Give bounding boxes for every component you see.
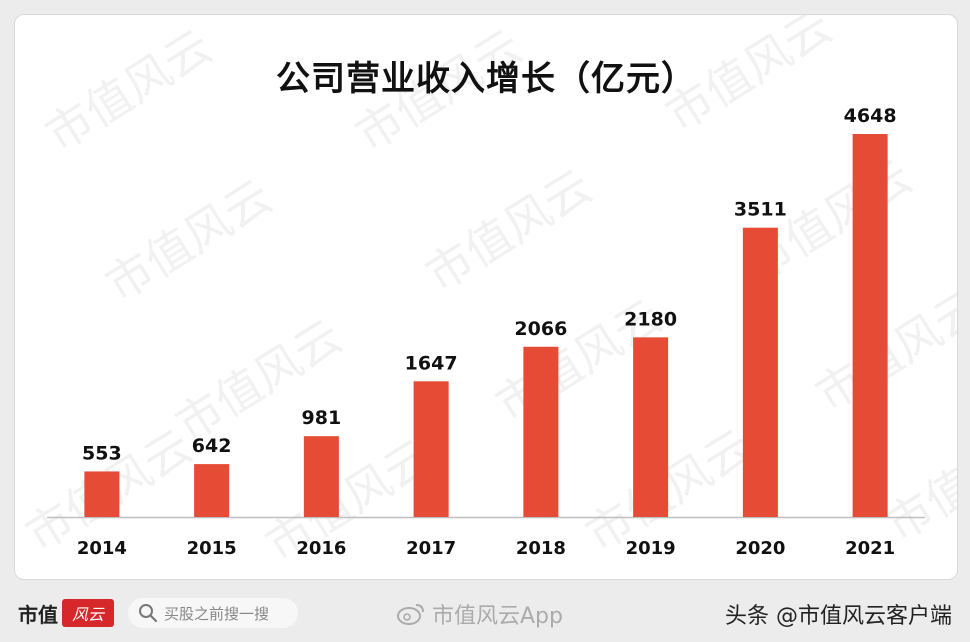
source-credit: 头条 @市值风云客户端: [725, 604, 952, 629]
data-label-2014: 553: [82, 442, 122, 464]
search-box[interactable]: 买股之前搜一搜: [128, 598, 298, 628]
bar-2019: [633, 337, 669, 517]
app-name: 市值风云App: [432, 604, 563, 629]
x-tick-label-2014: 2014: [77, 538, 127, 559]
x-tick-label-2015: 2015: [187, 538, 237, 559]
x-tick-label-2020: 2020: [735, 538, 785, 559]
bar-chart: 553 2014 642 2015 981 2016 1647 2017 2066 2018 218…: [47, 105, 925, 559]
weibo-icon: [397, 604, 424, 625]
brand-logo-group[interactable]: 市值 风云: [18, 596, 114, 630]
x-tick-label-2016: 2016: [296, 538, 346, 559]
data-label-2021: 4648: [844, 105, 897, 127]
data-label-2018: 2066: [514, 318, 567, 340]
bar-2014: [84, 471, 120, 517]
bar-2015: [194, 464, 230, 517]
data-label-2019: 2180: [624, 308, 677, 330]
chart-card: 市值风云 市值风云 市值风云 市值风云 市值风云 市值风云 市值风云 市值风云 …: [14, 14, 958, 580]
bar-2021: [852, 134, 888, 517]
app-watermark: 市值风云App: [396, 598, 563, 630]
bar-2016: [303, 436, 339, 517]
search-icon: [139, 604, 158, 623]
bar-2020: [742, 227, 778, 517]
chart-title: 公司营业收入增长（亿元）: [276, 59, 696, 99]
x-tick-label-2018: 2018: [516, 538, 566, 559]
data-label-2015: 642: [192, 435, 232, 457]
data-label-2017: 1647: [405, 352, 458, 374]
data-label-2016: 981: [302, 407, 342, 429]
bar-2017: [413, 381, 449, 517]
data-label-2020: 3511: [734, 199, 787, 221]
bar-2018: [523, 346, 559, 517]
brand-logo-badge: 风云: [62, 599, 114, 627]
brand-name: 市值: [18, 602, 58, 627]
footer-bar: 市值 风云 买股之前搜一搜 市值风云App 头条 @市值风云客户端: [0, 584, 970, 642]
x-tick-label-2021: 2021: [845, 538, 895, 559]
search-placeholder: 买股之前搜一搜: [164, 604, 270, 623]
x-tick-label-2019: 2019: [626, 538, 676, 559]
x-tick-label-2017: 2017: [406, 538, 456, 559]
